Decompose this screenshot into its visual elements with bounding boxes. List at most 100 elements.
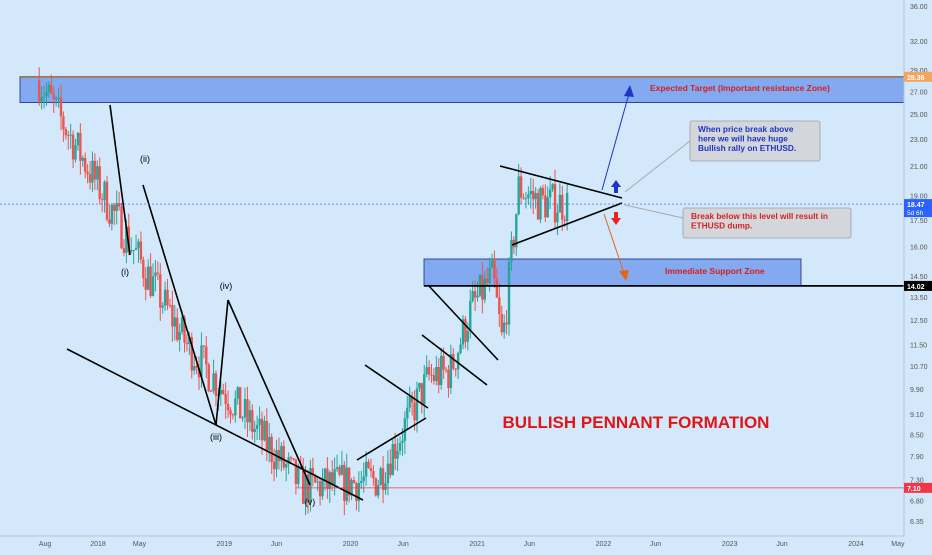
candle-body xyxy=(188,337,191,344)
candle-body xyxy=(171,305,174,327)
candle-body xyxy=(268,436,271,451)
pennant-upper xyxy=(499,165,623,199)
candle-body xyxy=(396,450,399,459)
time-tick-label: May xyxy=(891,541,905,548)
candle-body xyxy=(190,337,193,371)
candle-body xyxy=(333,469,336,485)
small-triangle-lower xyxy=(356,417,427,461)
candle-body xyxy=(292,458,295,460)
candle-body xyxy=(345,467,348,501)
price-axis-background xyxy=(904,0,932,550)
candle-body xyxy=(45,91,48,97)
candle-body xyxy=(352,480,356,484)
candle-body xyxy=(335,467,339,470)
price-tick-label: 6.35 xyxy=(910,519,924,526)
price-tick-label: 23.00 xyxy=(910,137,928,144)
time-tick-label: 2021 xyxy=(469,541,485,548)
candle-body xyxy=(270,436,273,462)
price-badge-countdown: 5d 6h xyxy=(907,210,924,217)
candle-body xyxy=(565,192,569,221)
candle-body xyxy=(519,176,523,198)
price-tick-label: 7.30 xyxy=(910,478,924,485)
candle-body xyxy=(413,402,416,421)
candle-body xyxy=(195,366,198,368)
price-tick-label: 36.00 xyxy=(910,4,928,11)
candle-body xyxy=(178,331,181,340)
candle-body xyxy=(328,472,331,490)
candle-body xyxy=(294,459,298,484)
time-tick-label: 2024 xyxy=(848,541,864,548)
candle-body xyxy=(471,290,474,301)
wave-label: (i) xyxy=(121,267,129,277)
candle-body xyxy=(393,443,397,459)
price-tick-label: 17.50 xyxy=(910,218,928,225)
candle-body xyxy=(246,399,249,423)
candle-body xyxy=(473,290,477,298)
candle-body xyxy=(558,194,562,213)
candle-body xyxy=(432,375,436,381)
price-tick-label: 32.00 xyxy=(910,39,928,46)
candle-body xyxy=(50,84,53,94)
candle-body xyxy=(180,317,184,332)
bullish-callout-box xyxy=(689,120,821,162)
candle-body xyxy=(398,442,402,451)
candle-body xyxy=(323,468,327,481)
price-badge-label: 7.10 xyxy=(907,486,921,493)
candle-body xyxy=(212,373,215,392)
candle-body xyxy=(57,97,60,99)
candle-body xyxy=(47,84,51,92)
price-tick-label: 11.50 xyxy=(910,343,927,350)
price-badge-label: 18.47 xyxy=(907,202,925,209)
candle-body xyxy=(314,475,317,483)
resistance-zone-label: Expected Target (Important resistance Zo… xyxy=(650,83,830,93)
wave-line-i-ii xyxy=(109,104,131,256)
price-tick-label: 10.70 xyxy=(910,364,928,371)
candle-body xyxy=(260,418,264,441)
bearish-projection-arrowhead xyxy=(619,270,629,281)
pennant-lower xyxy=(511,202,623,246)
candle-body xyxy=(96,166,99,180)
candle-body xyxy=(548,189,552,198)
candle-body xyxy=(137,241,140,249)
candle-body xyxy=(420,383,424,405)
candle-body xyxy=(231,414,235,416)
candle-body xyxy=(423,374,426,405)
candle-body xyxy=(54,98,58,100)
candle-body xyxy=(154,272,157,277)
candle-body xyxy=(456,352,460,370)
candle-body xyxy=(110,204,114,224)
time-tick-label: Jun xyxy=(271,541,282,548)
candle-body xyxy=(476,295,479,298)
time-tick-label: Jun xyxy=(397,541,408,548)
price-tick-label: 16.00 xyxy=(910,245,928,252)
candle-body xyxy=(100,199,104,201)
candle-body xyxy=(539,187,542,220)
candle-body xyxy=(241,417,244,419)
time-tick-label: 2023 xyxy=(722,541,738,548)
candle-body xyxy=(91,160,94,183)
candle-body xyxy=(209,390,213,392)
price-tick-label: 8.50 xyxy=(910,432,924,439)
chart-title: BULLISH PENNANT FORMATION xyxy=(503,413,770,432)
candle-body xyxy=(435,367,438,381)
candle-body xyxy=(406,407,409,419)
candle-body xyxy=(304,474,307,504)
candle-body xyxy=(37,80,41,102)
bearish-callout-box xyxy=(682,207,852,239)
candle-body xyxy=(156,272,160,274)
candle-body xyxy=(161,305,164,308)
candle-body xyxy=(401,440,404,443)
candle-body xyxy=(207,364,210,391)
candle-body xyxy=(224,394,227,404)
candle-body xyxy=(117,203,121,207)
candle-body xyxy=(527,194,530,199)
support-zone-label: Immediate Support Zone xyxy=(665,266,765,276)
price-tick-label: 29.00 xyxy=(910,68,928,75)
price-tick-label: 12.50 xyxy=(910,318,928,325)
candle-body xyxy=(355,483,358,501)
time-tick-label: Aug xyxy=(39,541,52,548)
small-triangle-upper xyxy=(364,364,429,409)
candle-body xyxy=(62,116,65,130)
candle-body xyxy=(42,96,46,98)
